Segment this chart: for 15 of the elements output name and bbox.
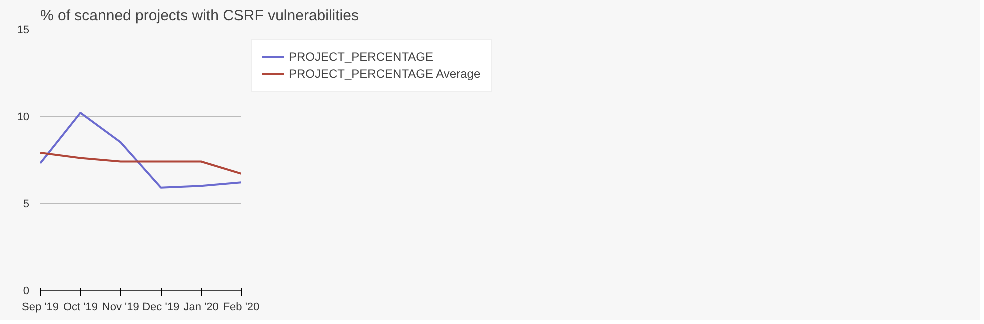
x-tick-label: Oct '19 [63,302,98,314]
chart-title: % of scanned projects with CSRF vulnerabilities [40,8,359,24]
y-tick-label: 5 [23,198,30,210]
line-series [40,152,242,175]
y-tick-label: 15 [17,24,30,36]
x-tick-label: Dec '19 [142,302,180,314]
y-tick-label: 0 [23,286,30,298]
x-tick-label: Nov '19 [102,302,140,314]
x-tick-label: Jan '20 [184,302,219,314]
x-tick-label: Feb '20 [223,302,260,314]
legend-label: PROJECT_PERCENTAGE Average [289,67,481,81]
x-tick-label: Sep '19 [22,302,59,314]
line-series [40,112,242,189]
legend-label: PROJECT_PERCENTAGE [289,50,434,64]
y-tick-label: 10 [17,112,30,124]
